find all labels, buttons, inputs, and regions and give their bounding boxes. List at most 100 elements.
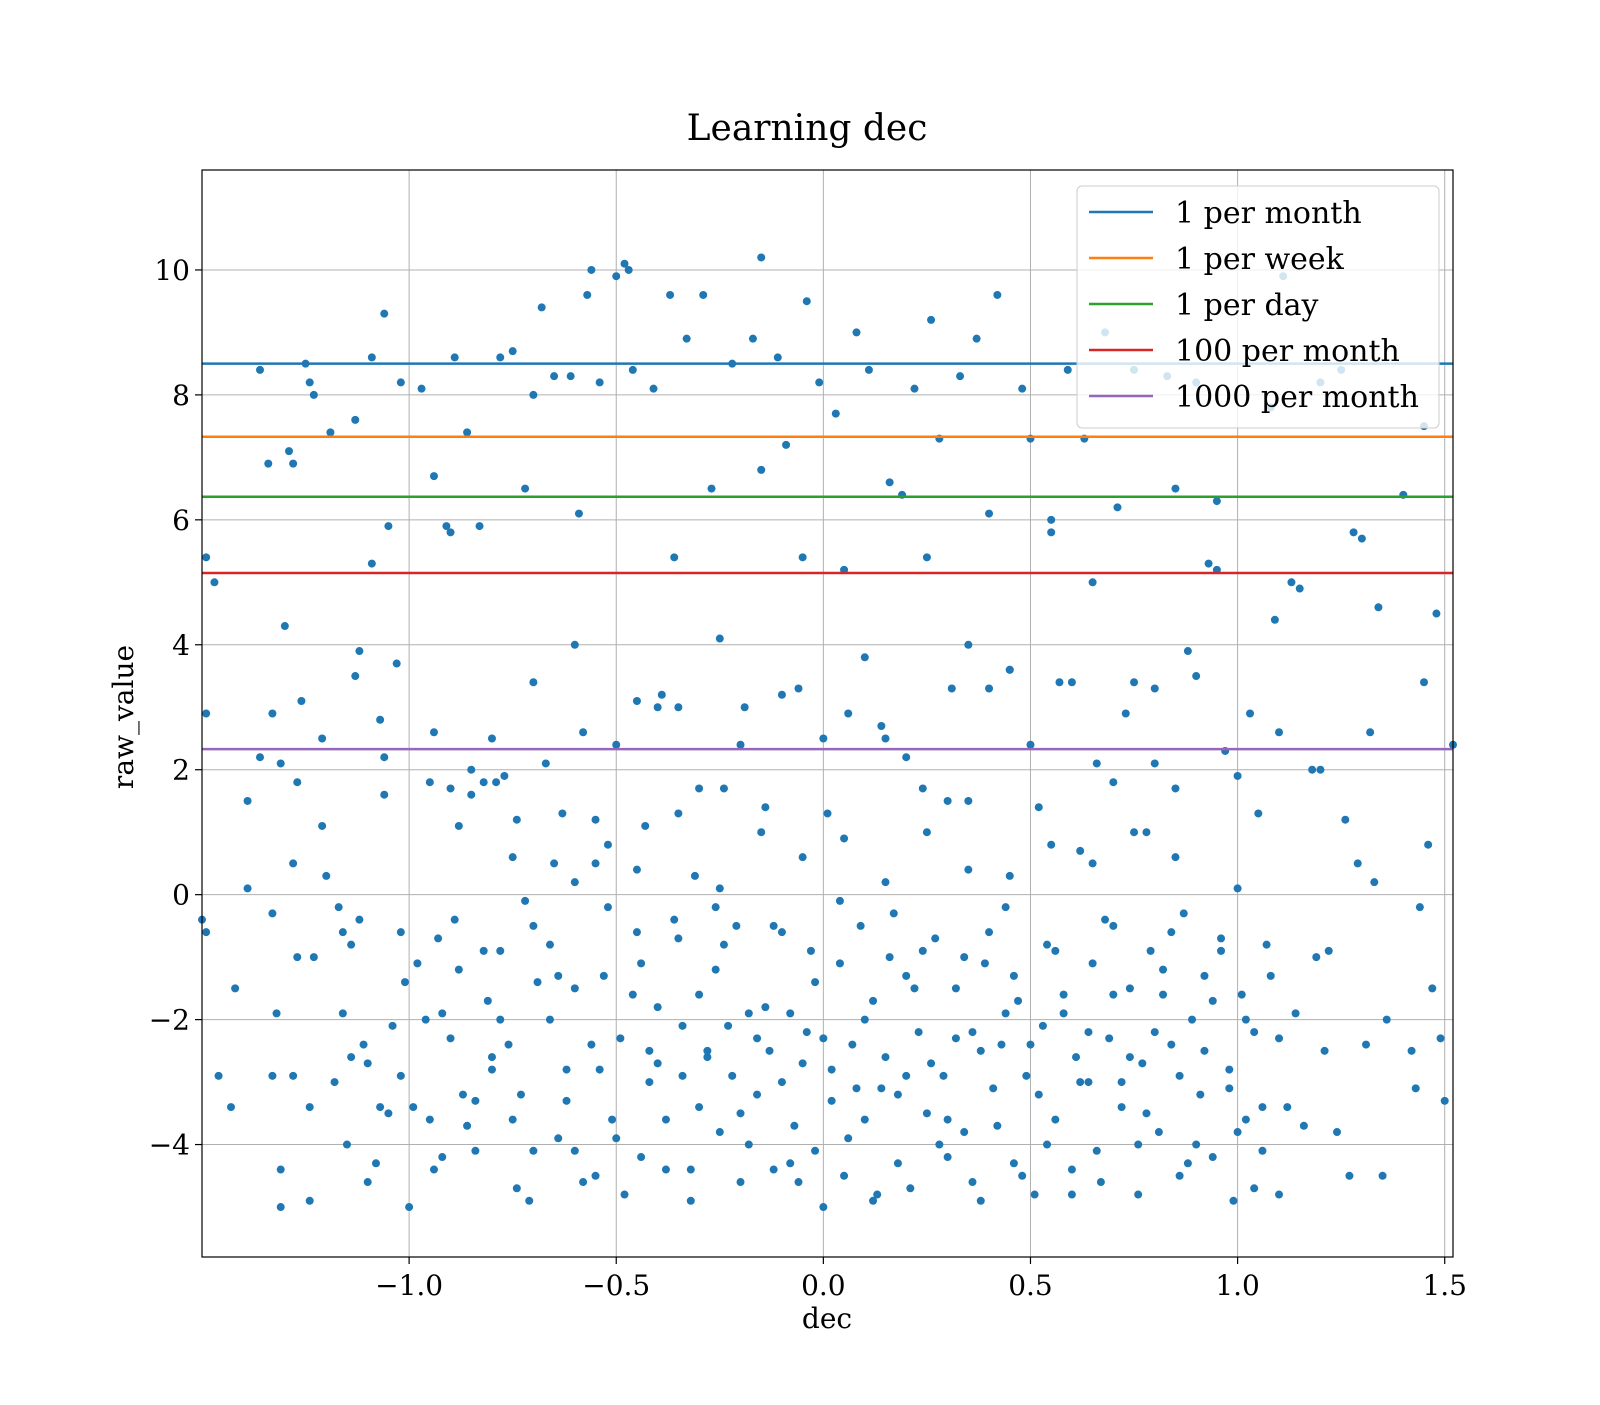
scatter-point [425,778,434,787]
scatter-point [450,915,459,924]
scatter-point [1117,1078,1126,1087]
scatter-point [243,796,252,805]
scatter-point [1175,1071,1184,1080]
scatter-point [873,1190,882,1199]
scatter-point [1109,990,1118,999]
x-axis-ticks: −1.0 −0.5 0.0 0.5 1.0 1.5 [375,1257,1467,1302]
scatter-point [471,1146,480,1155]
scatter-point [864,365,873,374]
scatter-point [1316,765,1325,774]
scatter-point [1436,1034,1445,1043]
scatter-point [591,1171,600,1180]
scatter-point [1200,1046,1209,1055]
scatter-point [1051,1115,1060,1124]
scatter-point [1440,1096,1449,1105]
scatter-point [595,378,604,387]
scatter-point [380,790,389,799]
scatter-point [761,1003,770,1012]
scatter-point [1432,609,1441,618]
scatter-point [483,996,492,1005]
scatter-point [740,703,749,712]
scatter-point [438,1009,447,1018]
scatter-point [649,384,658,393]
scatter-point [1150,759,1159,768]
scatter-point [798,853,807,862]
scatter-point [496,946,505,955]
scatter-point [956,372,965,381]
scatter-point [1341,815,1350,824]
scatter-point [906,1184,915,1193]
scatter-point [678,1021,687,1030]
legend-label: 1000 per month [1175,380,1419,415]
scatter-point [425,1115,434,1124]
scatter-point [1059,1009,1068,1018]
scatter-point [1130,678,1139,687]
scatter-point [802,1028,811,1037]
scatter-point [1295,584,1304,593]
scatter-point [819,1034,828,1043]
scatter-point [922,1109,931,1118]
scatter-point [558,809,567,818]
scatter-point [703,1053,712,1062]
scatter-point [471,1096,480,1105]
scatter-point [508,853,517,862]
scatter-point [347,1053,356,1062]
scatter-point [1109,921,1118,930]
scatter-point [943,1115,952,1124]
scatter-point [1121,709,1130,718]
scatter-point [1420,678,1429,687]
scatter-point [1283,1103,1292,1112]
scatter-point [545,1015,554,1024]
scatter-point [753,1034,762,1043]
legend: 1 per month 1 per week 1 per day 100 per mo… [1076,185,1440,429]
scatter-point [231,984,240,993]
scatter-point [463,428,472,437]
scatter-point [1171,484,1180,493]
scatter-point [910,984,919,993]
scatter-point [1246,709,1255,718]
scatter-point [529,921,538,930]
scatter-point [1092,1146,1101,1155]
scatter-point [550,859,559,868]
scatter-point [579,1178,588,1187]
scatter-point [786,1009,795,1018]
scatter-point [202,709,211,718]
scatter-point [724,1021,733,1030]
scatter-point [782,440,791,449]
scatter-point [889,909,898,918]
scatter-point [902,753,911,762]
x-tick-label: 0.5 [1008,1269,1053,1302]
scatter-point [1171,784,1180,793]
scatter-point [985,684,994,693]
scatter-point [811,978,820,987]
scatter-point [1217,934,1226,943]
scatter-point [690,871,699,880]
scatter-point [342,1140,351,1149]
scatter-point [570,984,579,993]
scatter-point [852,1084,861,1093]
x-axis-label: dec [802,1302,852,1335]
scatter-point [1034,803,1043,812]
scatter-point [595,1065,604,1074]
scatter-point [769,921,778,930]
scatter-point [603,903,612,912]
scatter-point [1026,740,1035,749]
scatter-point [844,709,853,718]
scatter-point [1047,515,1056,524]
scatter-point [1001,1009,1010,1018]
scatter-point [806,946,815,955]
scatter-point [1109,778,1118,787]
scatter-point [1411,1084,1420,1093]
scatter-point [363,1059,372,1068]
scatter-point [1030,1190,1039,1199]
scatter-point [338,1009,347,1018]
scatter-point [1349,528,1358,537]
scatter-point [794,684,803,693]
scatter-point [819,734,828,743]
x-tick-label: 1.5 [1422,1269,1467,1302]
scatter-point [400,978,409,987]
scatter-point [1382,1015,1391,1024]
scatter-point [641,821,650,830]
